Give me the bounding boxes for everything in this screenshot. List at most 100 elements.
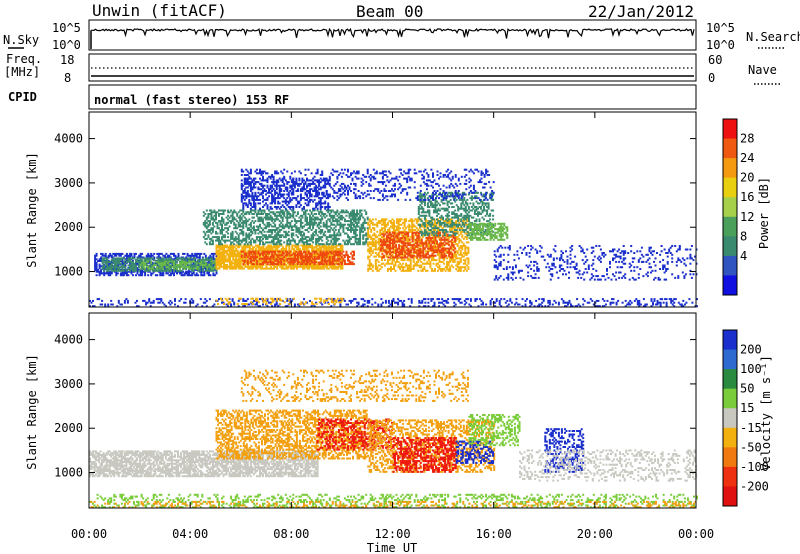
data-cell (328, 184, 331, 187)
data-cell (139, 262, 142, 265)
data-cell (403, 220, 406, 223)
data-cell (354, 241, 357, 244)
data-cell (281, 254, 284, 257)
data-cell (345, 227, 348, 230)
data-cell (136, 270, 139, 273)
data-cell (107, 272, 110, 275)
data-cell (257, 250, 260, 253)
data-cell (274, 230, 277, 233)
data-cell (100, 272, 103, 275)
data-cell (177, 264, 180, 266)
data-cell (319, 236, 322, 239)
data-cell (277, 179, 280, 182)
data-cell (312, 214, 315, 217)
data-cell (263, 236, 266, 239)
data-cell (363, 243, 366, 246)
data-cell (366, 237, 369, 240)
data-cell (317, 248, 320, 251)
data-cell (209, 269, 212, 272)
data-cell (110, 262, 113, 265)
data-cell (394, 229, 397, 231)
data-cell (240, 195, 243, 198)
data-cell (324, 225, 327, 228)
data-cell (237, 234, 240, 237)
data-cell (379, 264, 382, 267)
data-cell (386, 223, 389, 226)
data-cell (292, 229, 295, 231)
data-cell (151, 272, 154, 275)
data-cell (418, 266, 421, 269)
data-cell (354, 232, 357, 235)
data-cell (318, 249, 321, 252)
data-cell (286, 186, 289, 189)
data-cell (217, 255, 219, 258)
data-cell (227, 229, 230, 231)
data-cell (394, 262, 397, 265)
data-cell (312, 234, 315, 237)
data-cell (198, 268, 201, 270)
data-cell (301, 209, 304, 212)
data-cell (370, 248, 373, 251)
data-cell (360, 214, 363, 217)
data-cell (132, 266, 134, 269)
data-cell (213, 220, 216, 223)
data-cell (277, 202, 280, 205)
data-cell (464, 268, 467, 270)
data-cell (434, 221, 436, 224)
data-cell (277, 254, 280, 257)
data-cell (215, 236, 217, 239)
data-cell (116, 269, 119, 272)
data-cell (280, 259, 283, 262)
data-cell (383, 230, 386, 233)
data-cell (169, 272, 172, 275)
data-cell (337, 223, 340, 226)
data-cell (318, 179, 321, 182)
data-cell (330, 239, 333, 242)
data-cell (435, 262, 438, 265)
data-cell (207, 230, 210, 233)
data-cell (304, 229, 307, 231)
data-cell (271, 254, 274, 257)
data-cell (255, 261, 258, 264)
data-cell (260, 216, 263, 219)
data-cell (465, 253, 468, 256)
data-cell (362, 237, 365, 240)
data-cell (275, 186, 278, 189)
data-cell (281, 223, 284, 226)
data-cell (321, 216, 324, 219)
data-cell (277, 259, 280, 262)
data-cell (319, 237, 322, 240)
data-cell (339, 216, 342, 219)
data-cell (210, 243, 213, 246)
data-cell (129, 269, 131, 272)
data-cell (254, 198, 257, 201)
data-cell (182, 257, 185, 260)
data-cell (192, 264, 195, 267)
data-cell (251, 186, 254, 189)
data-cell (254, 204, 257, 207)
data-cell (251, 206, 254, 208)
data-cell (397, 218, 400, 221)
data-cell (301, 181, 304, 184)
data-cell (464, 246, 467, 249)
data-cell (160, 259, 163, 262)
data-cell (280, 236, 283, 239)
data-cell (319, 220, 322, 223)
data-cell (359, 232, 362, 235)
data-cell (221, 223, 223, 226)
data-cell (290, 225, 293, 228)
data-cell (277, 250, 280, 253)
data-cell (124, 262, 127, 265)
data-cell (333, 254, 336, 257)
data-cell (265, 237, 267, 240)
data-cell (235, 262, 238, 265)
data-cell (306, 263, 308, 266)
data-cell (380, 223, 383, 226)
data-cell (274, 225, 277, 228)
data-cell (393, 227, 395, 230)
data-cell (254, 211, 257, 214)
data-cell (230, 237, 233, 240)
data-cell (367, 241, 370, 244)
data-cell (330, 244, 333, 247)
data-cell (277, 227, 280, 230)
